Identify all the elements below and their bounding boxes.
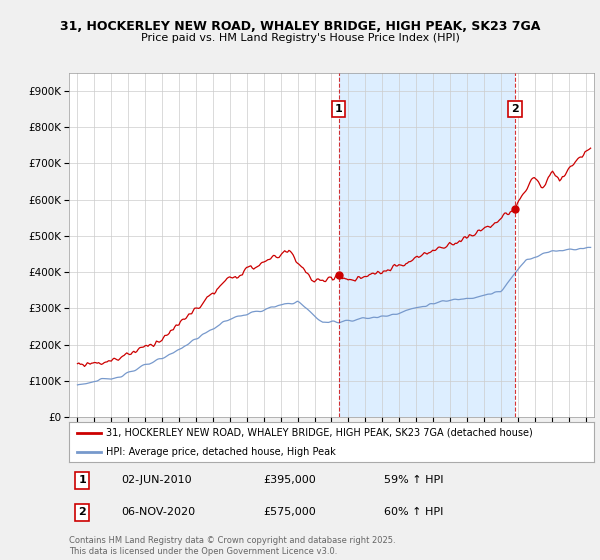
Text: 1: 1 xyxy=(335,104,343,114)
Text: 59% ↑ HPI: 59% ↑ HPI xyxy=(384,475,443,486)
Text: 2: 2 xyxy=(78,507,86,517)
Text: £395,000: £395,000 xyxy=(263,475,316,486)
Text: £575,000: £575,000 xyxy=(263,507,316,517)
Text: Contains HM Land Registry data © Crown copyright and database right 2025.
This d: Contains HM Land Registry data © Crown c… xyxy=(69,536,395,556)
Text: HPI: Average price, detached house, High Peak: HPI: Average price, detached house, High… xyxy=(106,447,335,457)
Text: 31, HOCKERLEY NEW ROAD, WHALEY BRIDGE, HIGH PEAK, SK23 7GA: 31, HOCKERLEY NEW ROAD, WHALEY BRIDGE, H… xyxy=(60,20,540,34)
Text: 60% ↑ HPI: 60% ↑ HPI xyxy=(384,507,443,517)
Text: 2: 2 xyxy=(511,104,519,114)
Text: Price paid vs. HM Land Registry's House Price Index (HPI): Price paid vs. HM Land Registry's House … xyxy=(140,33,460,43)
Text: 02-JUN-2010: 02-JUN-2010 xyxy=(121,475,192,486)
Text: 06-NOV-2020: 06-NOV-2020 xyxy=(121,507,196,517)
Bar xyxy=(338,73,515,417)
Text: 1: 1 xyxy=(78,475,86,486)
Text: 31, HOCKERLEY NEW ROAD, WHALEY BRIDGE, HIGH PEAK, SK23 7GA (detached house): 31, HOCKERLEY NEW ROAD, WHALEY BRIDGE, H… xyxy=(106,428,533,438)
